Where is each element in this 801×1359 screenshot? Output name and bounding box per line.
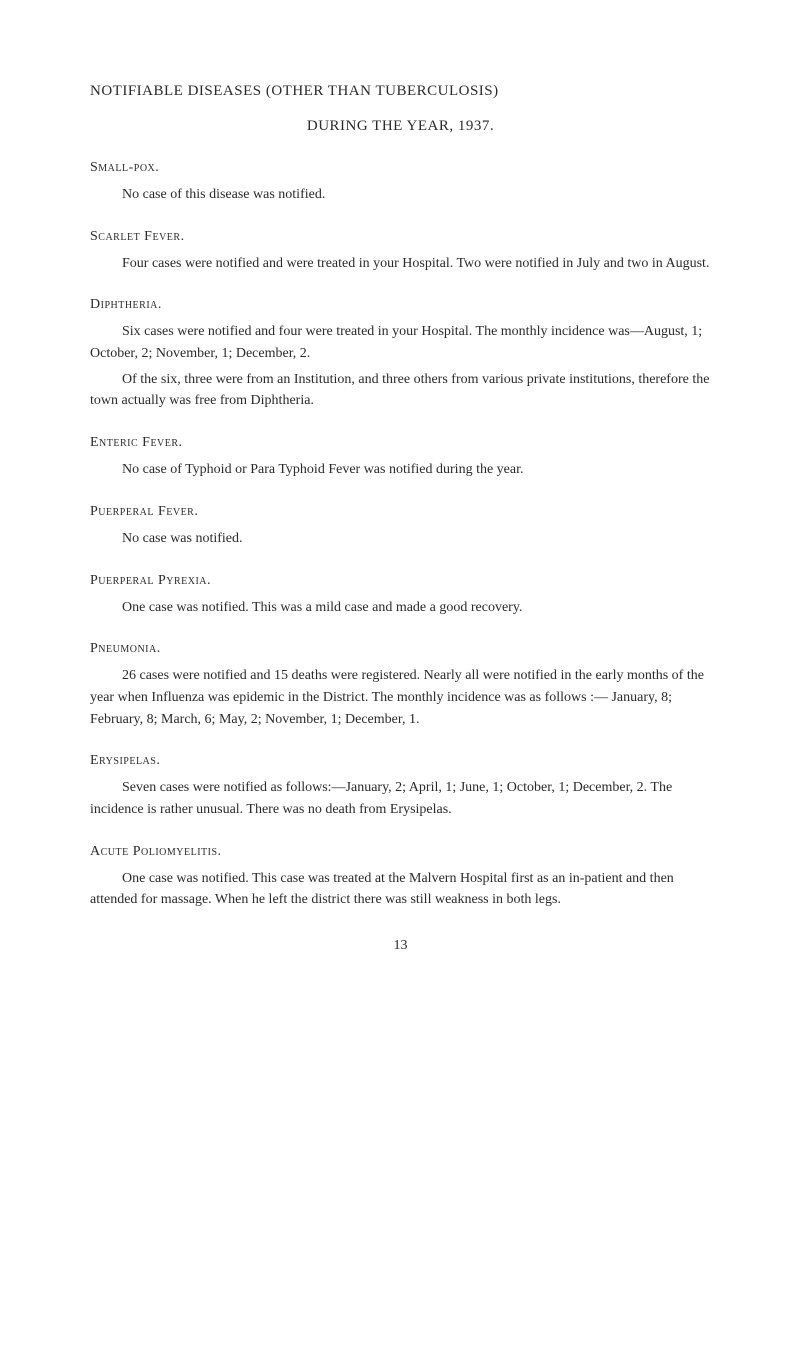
diphtheria-header: Diphtheria. bbox=[90, 294, 711, 315]
diphtheria-body-1: Six cases were notified and four were tr… bbox=[90, 321, 711, 364]
scarlet-fever-body: Four cases were notified and were treate… bbox=[90, 253, 711, 275]
smallpox-body: No case of this disease was notified. bbox=[90, 184, 711, 206]
acute-poliomyelitis-body: One case was notified. This case was tre… bbox=[90, 868, 711, 911]
section-acute-poliomyelitis: Acute Poliomyelitis. One case was notifi… bbox=[90, 841, 711, 911]
document-title-line-1: NOTIFIABLE DISEASES (OTHER THAN TUBERCUL… bbox=[90, 80, 711, 103]
section-diphtheria: Diphtheria. Six cases were notified and … bbox=[90, 294, 711, 412]
pneumonia-body: 26 cases were notified and 15 deaths wer… bbox=[90, 665, 711, 730]
enteric-fever-body: No case of Typhoid or Para Typhoid Fever… bbox=[90, 459, 711, 481]
acute-poliomyelitis-header: Acute Poliomyelitis. bbox=[90, 841, 711, 862]
smallpox-header: Small-pox. bbox=[90, 157, 711, 178]
section-puerperal-pyrexia: Puerperal Pyrexia. One case was notified… bbox=[90, 570, 711, 619]
scarlet-fever-header: Scarlet Fever. bbox=[90, 226, 711, 247]
pneumonia-header: Pneumonia. bbox=[90, 638, 711, 659]
page-number: 13 bbox=[90, 935, 711, 956]
section-enteric-fever: Enteric Fever. No case of Typhoid or Par… bbox=[90, 432, 711, 481]
puerperal-fever-header: Puerperal Fever. bbox=[90, 501, 711, 522]
enteric-fever-header: Enteric Fever. bbox=[90, 432, 711, 453]
section-erysipelas: Erysipelas. Seven cases were notified as… bbox=[90, 750, 711, 820]
section-pneumonia: Pneumonia. 26 cases were notified and 15… bbox=[90, 638, 711, 730]
diphtheria-body-2: Of the six, three were from an Instituti… bbox=[90, 369, 711, 412]
document-title-line-2: DURING THE YEAR, 1937. bbox=[90, 115, 711, 138]
section-scarlet-fever: Scarlet Fever. Four cases were notified … bbox=[90, 226, 711, 275]
puerperal-fever-body: No case was notified. bbox=[90, 528, 711, 550]
erysipelas-body: Seven cases were notified as follows:—Ja… bbox=[90, 777, 711, 820]
section-puerperal-fever: Puerperal Fever. No case was notified. bbox=[90, 501, 711, 550]
puerperal-pyrexia-body: One case was notified. This was a mild c… bbox=[90, 597, 711, 619]
erysipelas-header: Erysipelas. bbox=[90, 750, 711, 771]
puerperal-pyrexia-header: Puerperal Pyrexia. bbox=[90, 570, 711, 591]
section-smallpox: Small-pox. No case of this disease was n… bbox=[90, 157, 711, 206]
